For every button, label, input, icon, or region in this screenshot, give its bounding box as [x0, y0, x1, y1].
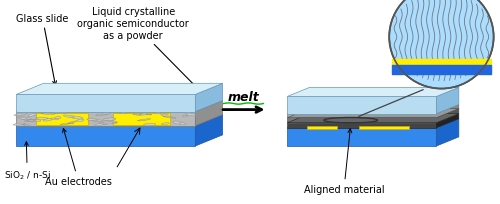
- Ellipse shape: [52, 112, 67, 114]
- Polygon shape: [288, 118, 436, 123]
- Ellipse shape: [186, 114, 196, 116]
- Ellipse shape: [92, 120, 104, 122]
- Ellipse shape: [163, 117, 176, 119]
- Ellipse shape: [23, 125, 30, 126]
- Ellipse shape: [28, 114, 36, 117]
- Ellipse shape: [34, 120, 41, 122]
- Polygon shape: [288, 123, 436, 128]
- Polygon shape: [196, 115, 222, 146]
- Ellipse shape: [43, 119, 52, 121]
- Ellipse shape: [160, 115, 168, 116]
- Ellipse shape: [184, 112, 192, 114]
- Polygon shape: [16, 112, 196, 126]
- Ellipse shape: [102, 113, 110, 114]
- Ellipse shape: [133, 114, 141, 116]
- Ellipse shape: [182, 116, 188, 117]
- Ellipse shape: [180, 123, 186, 125]
- Text: Aligned material: Aligned material: [304, 129, 384, 194]
- Ellipse shape: [156, 112, 161, 114]
- Ellipse shape: [138, 119, 150, 121]
- Polygon shape: [288, 105, 459, 114]
- Ellipse shape: [18, 117, 31, 120]
- Ellipse shape: [120, 112, 126, 114]
- Polygon shape: [436, 105, 459, 118]
- Polygon shape: [114, 113, 170, 125]
- Ellipse shape: [112, 123, 117, 124]
- Ellipse shape: [173, 121, 181, 124]
- Polygon shape: [436, 88, 459, 114]
- Ellipse shape: [86, 119, 98, 121]
- Ellipse shape: [64, 115, 74, 118]
- Ellipse shape: [68, 121, 77, 124]
- Ellipse shape: [162, 123, 169, 125]
- Ellipse shape: [106, 120, 118, 123]
- Ellipse shape: [24, 120, 38, 122]
- Ellipse shape: [110, 119, 116, 120]
- Polygon shape: [436, 114, 459, 128]
- Polygon shape: [436, 109, 459, 123]
- Polygon shape: [36, 113, 88, 125]
- Text: melt: melt: [228, 90, 260, 103]
- Ellipse shape: [144, 124, 156, 126]
- Ellipse shape: [14, 113, 28, 116]
- Polygon shape: [288, 109, 459, 118]
- Polygon shape: [288, 114, 436, 118]
- Ellipse shape: [140, 114, 151, 115]
- Ellipse shape: [96, 114, 108, 116]
- Text: Glass slide: Glass slide: [16, 13, 68, 85]
- Text: Liquid crystalline
organic semiconductor
as a powder: Liquid crystalline organic semiconductor…: [78, 7, 209, 100]
- Polygon shape: [16, 115, 223, 126]
- Ellipse shape: [70, 116, 83, 119]
- Polygon shape: [307, 126, 337, 130]
- Ellipse shape: [13, 123, 25, 125]
- Polygon shape: [288, 114, 459, 123]
- Text: SiO$_2$ / n-Si: SiO$_2$ / n-Si: [4, 142, 50, 181]
- Polygon shape: [288, 97, 436, 114]
- Ellipse shape: [18, 118, 28, 120]
- Polygon shape: [288, 88, 459, 97]
- Ellipse shape: [77, 120, 84, 122]
- Polygon shape: [16, 126, 196, 146]
- Ellipse shape: [100, 123, 108, 125]
- Ellipse shape: [141, 113, 147, 115]
- Polygon shape: [16, 95, 196, 112]
- Ellipse shape: [26, 120, 36, 122]
- Ellipse shape: [94, 124, 104, 126]
- Ellipse shape: [104, 118, 116, 121]
- Ellipse shape: [36, 118, 48, 120]
- Ellipse shape: [389, 0, 494, 89]
- Ellipse shape: [60, 123, 74, 125]
- Polygon shape: [288, 119, 459, 128]
- Polygon shape: [288, 128, 436, 146]
- Ellipse shape: [41, 113, 55, 115]
- Text: Au electrodes: Au electrodes: [45, 129, 112, 186]
- Polygon shape: [16, 84, 223, 95]
- Polygon shape: [436, 119, 459, 146]
- Polygon shape: [360, 126, 409, 130]
- Ellipse shape: [50, 118, 58, 120]
- Polygon shape: [16, 101, 223, 112]
- Polygon shape: [196, 101, 222, 126]
- Ellipse shape: [54, 117, 61, 119]
- Polygon shape: [196, 84, 222, 112]
